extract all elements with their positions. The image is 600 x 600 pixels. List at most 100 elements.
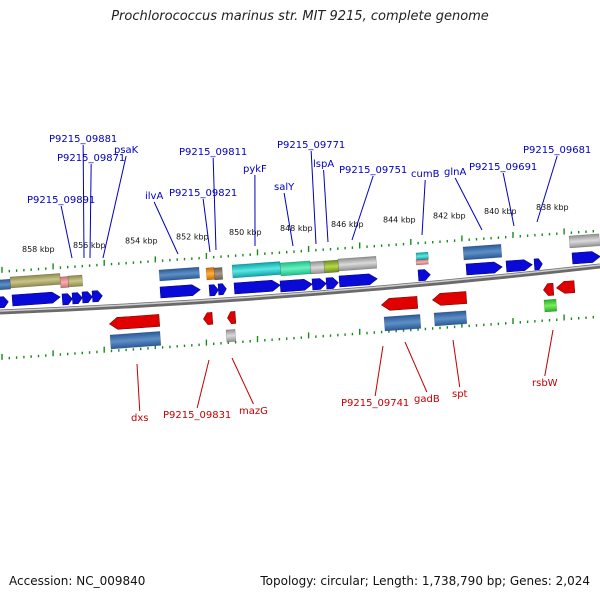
upper-gene-label: P9215_09691 (469, 162, 537, 173)
scale-label: 852 kbp (176, 232, 209, 241)
upper-leader-line (536, 155, 558, 223)
upper-gene-label: P9215_09811 (179, 147, 247, 158)
upper-gene-label: P9215_09821 (169, 188, 237, 199)
upper-gene-label: cumB (411, 169, 440, 180)
scale-label: 838 kbp (536, 203, 569, 212)
upper-leader-line (310, 150, 317, 245)
reverse-gene (556, 280, 576, 294)
upper-leader-line (323, 169, 329, 243)
reverse-gene (381, 296, 419, 311)
genome-backbone (0, 263, 600, 315)
lower-leader-line (136, 363, 141, 412)
forward-gene (208, 284, 219, 297)
forward-gene (338, 273, 378, 288)
upper-leader-line (212, 157, 217, 251)
forward-gene (81, 291, 93, 304)
lower-gene-label: P9215_09741 (341, 398, 409, 409)
upper-gene-label: P9215_09751 (339, 165, 407, 176)
feature-bar (231, 261, 282, 279)
feature-bar (109, 331, 162, 350)
lower-leader-line (374, 345, 384, 397)
lower-leader-line (404, 341, 428, 393)
forward-gene (0, 296, 9, 309)
feature-bar (0, 278, 12, 291)
upper-gene-label: P9215_09891 (27, 195, 95, 206)
lower-gene-label: gadB (414, 394, 440, 405)
topology-text: Topology: circular; Length: 1,738,790 bp… (260, 574, 590, 588)
forward-gene (417, 269, 431, 282)
forward-gene (325, 277, 339, 290)
upper-gene-label: lspA (313, 159, 334, 170)
scale-label: 850 kbp (229, 228, 262, 237)
genome-backbone-highlight (0, 264, 600, 312)
feature-bar (462, 243, 503, 261)
upper-leader-line (351, 175, 374, 241)
forward-gene (505, 259, 533, 273)
upper-leader-line (82, 144, 85, 259)
upper-gene-label: pykF (243, 164, 267, 175)
feature-bar (543, 298, 558, 313)
scale-label: 844 kbp (383, 216, 416, 225)
forward-gene (533, 258, 543, 271)
forward-gene (279, 279, 313, 293)
feature-bar (433, 310, 468, 327)
forward-gene (11, 291, 61, 307)
feature-bar (383, 314, 422, 332)
feature-bar (337, 255, 378, 272)
upper-leader-line (454, 177, 483, 231)
lower-gene-label: dxs (131, 413, 148, 424)
feature-bar (309, 260, 326, 275)
lower-leader-line (231, 357, 254, 405)
forward-gene (311, 278, 327, 291)
accession-text: Accession: NC_009840 (9, 574, 146, 588)
feature-bar (225, 329, 237, 343)
feature-bar (213, 267, 224, 281)
lower-gene-label: mazG (239, 406, 268, 417)
upper-leader-line (283, 192, 294, 247)
upper-leader-line (102, 155, 127, 259)
lower-gene-label: rsbW (532, 378, 558, 389)
reverse-gene (109, 314, 161, 330)
feature-bar (415, 251, 429, 261)
upper-gene-label: P9215_09871 (57, 153, 125, 164)
forward-gene (159, 284, 201, 299)
scale-label: 846 kbp (331, 220, 364, 229)
upper-gene-label: glnA (444, 167, 466, 178)
scale-label: 840 kbp (484, 207, 517, 216)
scale-label: 854 kbp (125, 237, 158, 246)
reverse-gene (227, 311, 237, 324)
genome-title: Prochlorococcus marinus str. MIT 9215, c… (111, 9, 489, 24)
upper-leader-line (153, 201, 179, 255)
reverse-gene (543, 283, 555, 296)
reverse-gene (203, 312, 214, 325)
scale-label: 842 kbp (433, 211, 466, 220)
feature-bar (279, 260, 312, 277)
upper-leader-line (60, 205, 73, 259)
feature-bar (415, 258, 429, 266)
lower-gene-label: P9215_09831 (163, 410, 231, 421)
feature-bar (59, 276, 70, 289)
upper-leader-line (89, 163, 92, 259)
reverse-gene (432, 291, 468, 306)
forward-gene (61, 293, 73, 306)
upper-leader-line (502, 172, 515, 227)
lower-leader-line (544, 329, 554, 377)
feature-bar (67, 274, 84, 288)
feature-bar (158, 266, 201, 282)
upper-gene-label: salY (274, 182, 295, 193)
scale-label: 858 kbp (22, 245, 55, 254)
feature-bar (323, 259, 340, 274)
upper-leader-line (202, 198, 211, 253)
forward-gene (217, 283, 227, 296)
forward-gene (91, 290, 103, 303)
upper-leader-line (421, 179, 426, 236)
upper-gene-label: P9215_09771 (277, 140, 345, 151)
forward-gene (465, 261, 503, 276)
feature-bar (205, 267, 216, 281)
upper-gene-label: ilvA (145, 191, 163, 202)
upper-gene-label: P9215_09881 (49, 134, 117, 145)
lower-gene-label: spt (452, 389, 468, 400)
upper-gene-label: psaK (114, 145, 139, 156)
scale-label: 848 kbp (280, 224, 313, 233)
